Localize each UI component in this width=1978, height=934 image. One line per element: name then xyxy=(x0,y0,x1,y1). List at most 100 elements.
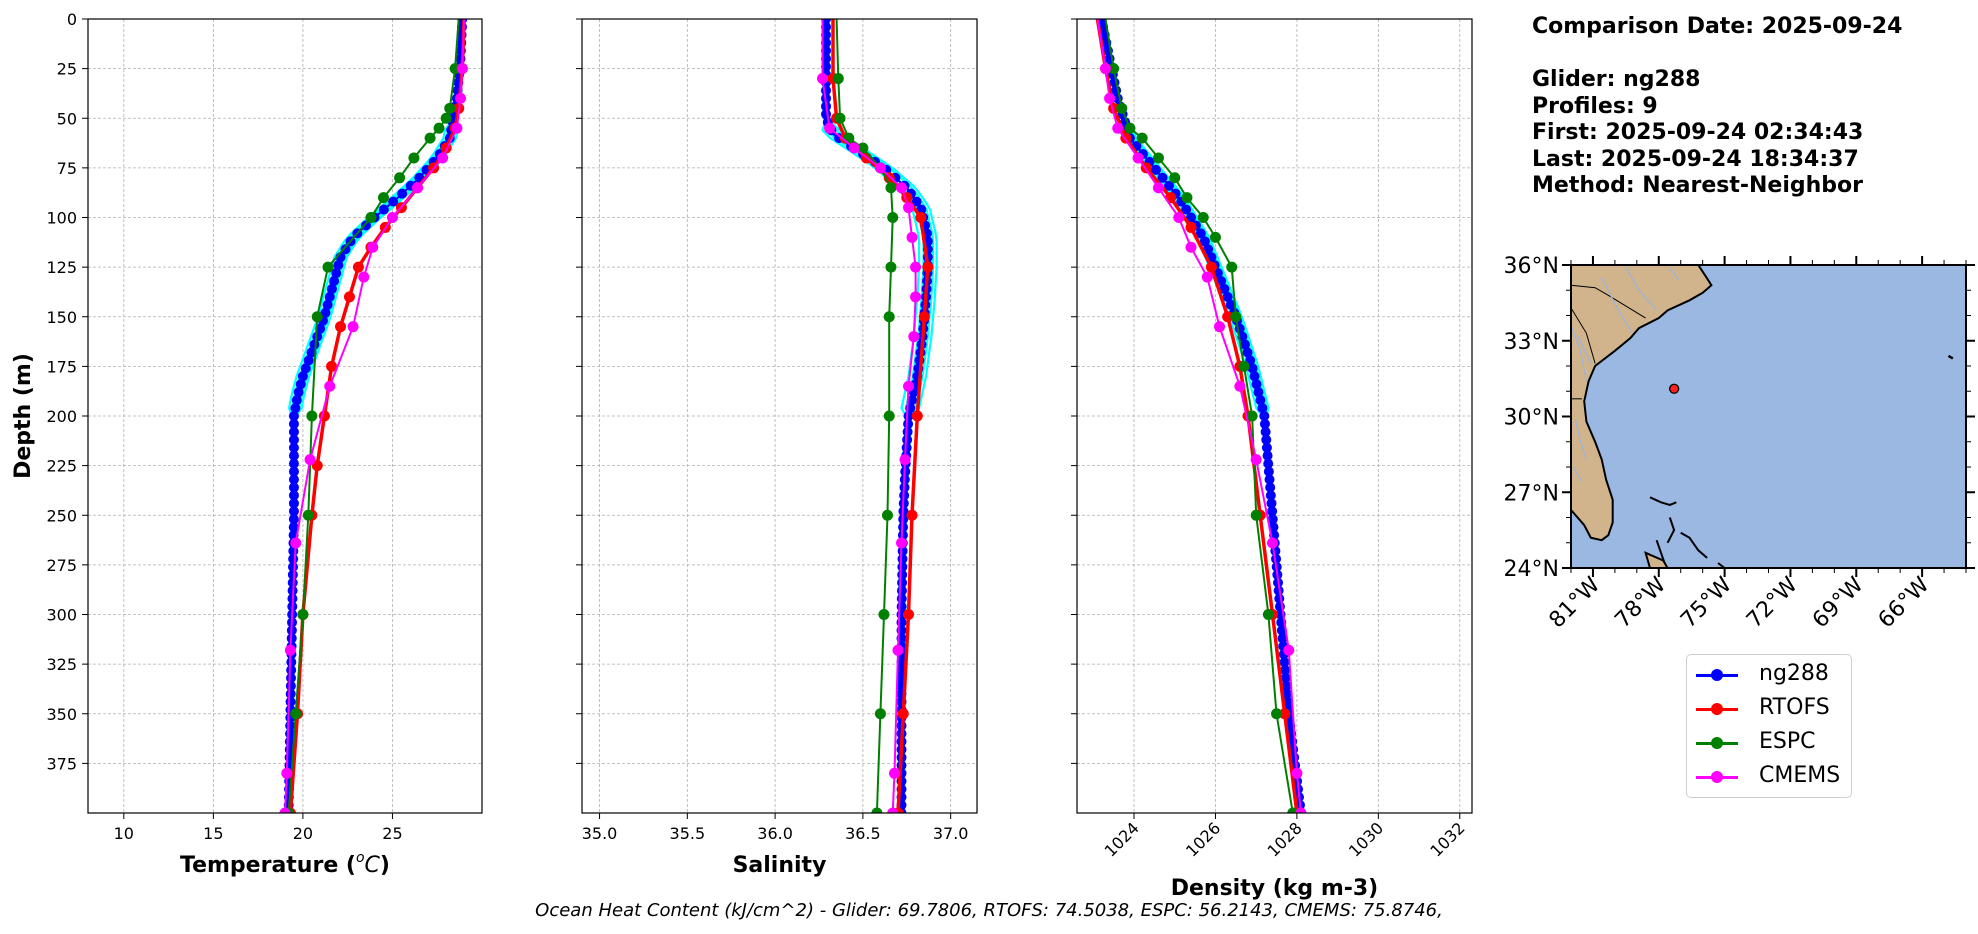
data-point xyxy=(285,645,296,656)
data-point xyxy=(455,93,466,104)
data-point xyxy=(335,321,346,332)
data-point xyxy=(817,73,828,84)
legend-item-rtofs: RTOFS xyxy=(1687,694,1851,724)
y-tick-label: 250 xyxy=(46,506,77,525)
y-axis-label: Depth (m) xyxy=(11,353,36,479)
data-point xyxy=(896,182,907,193)
data-point xyxy=(1186,242,1197,253)
data-point xyxy=(893,645,904,656)
data-point xyxy=(1230,311,1241,322)
data-point xyxy=(878,609,889,620)
map-lon-label: 69°W xyxy=(1808,572,1869,633)
data-point xyxy=(1263,609,1274,620)
y-tick-label: 75 xyxy=(57,159,77,178)
data-point xyxy=(875,708,886,719)
data-point xyxy=(1206,262,1217,273)
data-point xyxy=(312,311,323,322)
data-point xyxy=(1186,222,1197,233)
legend-item-espc: ESPC xyxy=(1687,728,1851,758)
y-tick-label: 25 xyxy=(57,60,77,79)
data-point xyxy=(379,205,389,215)
y-tick-label: 325 xyxy=(46,655,77,674)
map-panel: 36°N33°N30°N27°N24°N81°W 78°W 75°W 72°W 69°W… xyxy=(1504,254,1975,633)
x-tick-label: 1030 xyxy=(1345,818,1387,860)
series-espc xyxy=(283,19,461,819)
data-point xyxy=(900,454,911,465)
map-lon-label: 66°W xyxy=(1874,572,1935,633)
data-point xyxy=(297,609,308,620)
data-point xyxy=(1198,212,1209,223)
map-lat-label: 33°N xyxy=(1504,330,1559,355)
map-lon-label: 75°W xyxy=(1676,572,1737,633)
y-tick-label: 150 xyxy=(46,308,77,327)
y-tick-label: 50 xyxy=(57,109,77,128)
data-point xyxy=(907,232,918,243)
data-point xyxy=(1116,103,1127,114)
data-point xyxy=(1283,645,1294,656)
legend-label: ng288 xyxy=(1759,661,1829,686)
data-point xyxy=(365,212,376,223)
x-tick-label: 37.0 xyxy=(933,824,969,843)
data-point xyxy=(408,152,419,163)
data-point xyxy=(910,262,921,273)
data-point xyxy=(915,212,926,223)
data-point xyxy=(394,172,405,183)
x-tick-label: 1024 xyxy=(1101,818,1143,860)
map-lat-label: 24°N xyxy=(1504,557,1559,582)
data-point xyxy=(919,311,930,322)
data-point xyxy=(344,291,355,302)
data-point xyxy=(835,113,846,124)
map-lat-label: 27°N xyxy=(1504,481,1559,506)
data-point xyxy=(290,538,301,549)
data-point xyxy=(884,311,895,322)
legend-swatch-marker xyxy=(1711,737,1723,749)
data-point xyxy=(1271,708,1282,719)
x-tick-label: 1032 xyxy=(1426,818,1468,860)
x-tick-label: 35.5 xyxy=(670,824,706,843)
map-lon-label: 72°W xyxy=(1742,572,1803,633)
data-point xyxy=(425,133,436,144)
data-point xyxy=(833,73,844,84)
data-point xyxy=(348,321,359,332)
panel-3: 1024 1026 1028 1030 1032 Density (kg m-3) xyxy=(1071,14,1472,901)
data-point xyxy=(1210,232,1221,243)
x-axis-label: Temperature (oC) xyxy=(180,850,390,878)
data-point xyxy=(1251,454,1262,465)
x-tick-label: 1028 xyxy=(1263,818,1305,860)
data-point xyxy=(889,768,900,779)
glider-name: Glider: ng288 xyxy=(1532,67,1902,94)
y-tick-label: 300 xyxy=(46,606,77,625)
data-point xyxy=(903,381,914,392)
glider-location-marker xyxy=(1670,384,1679,393)
data-point xyxy=(885,262,896,273)
legend-item-ng288: ng288 xyxy=(1687,660,1851,690)
data-point xyxy=(378,192,389,203)
y-tick-label: 200 xyxy=(46,407,77,426)
data-point xyxy=(305,454,316,465)
data-point xyxy=(1214,321,1225,332)
data-point xyxy=(1181,192,1192,203)
data-point xyxy=(322,262,333,273)
data-point xyxy=(898,708,909,719)
data-point xyxy=(884,411,895,422)
profile-count: Profiles: 9 xyxy=(1532,94,1902,121)
data-point xyxy=(907,510,918,521)
x-tick-label: 15 xyxy=(203,824,223,843)
legend: ng288 RTOFS ESPC CMEMS xyxy=(1686,654,1852,798)
data-point xyxy=(397,189,407,199)
legend-swatch-marker xyxy=(1711,669,1723,681)
y-tick-label: 125 xyxy=(46,258,77,277)
data-point xyxy=(444,103,455,114)
data-point xyxy=(1112,123,1123,134)
x-tick-label: 25 xyxy=(382,824,402,843)
data-point xyxy=(324,381,335,392)
data-point xyxy=(412,182,423,193)
method: Method: Nearest-Neighbor xyxy=(1532,173,1902,200)
data-point xyxy=(437,152,448,163)
data-point xyxy=(290,708,301,719)
legend-label: ESPC xyxy=(1759,729,1816,754)
data-point xyxy=(908,331,919,342)
map-lat-label: 30°N xyxy=(1504,406,1559,431)
y-tick-label: 225 xyxy=(46,457,77,476)
legend-swatch-marker xyxy=(1711,703,1723,715)
